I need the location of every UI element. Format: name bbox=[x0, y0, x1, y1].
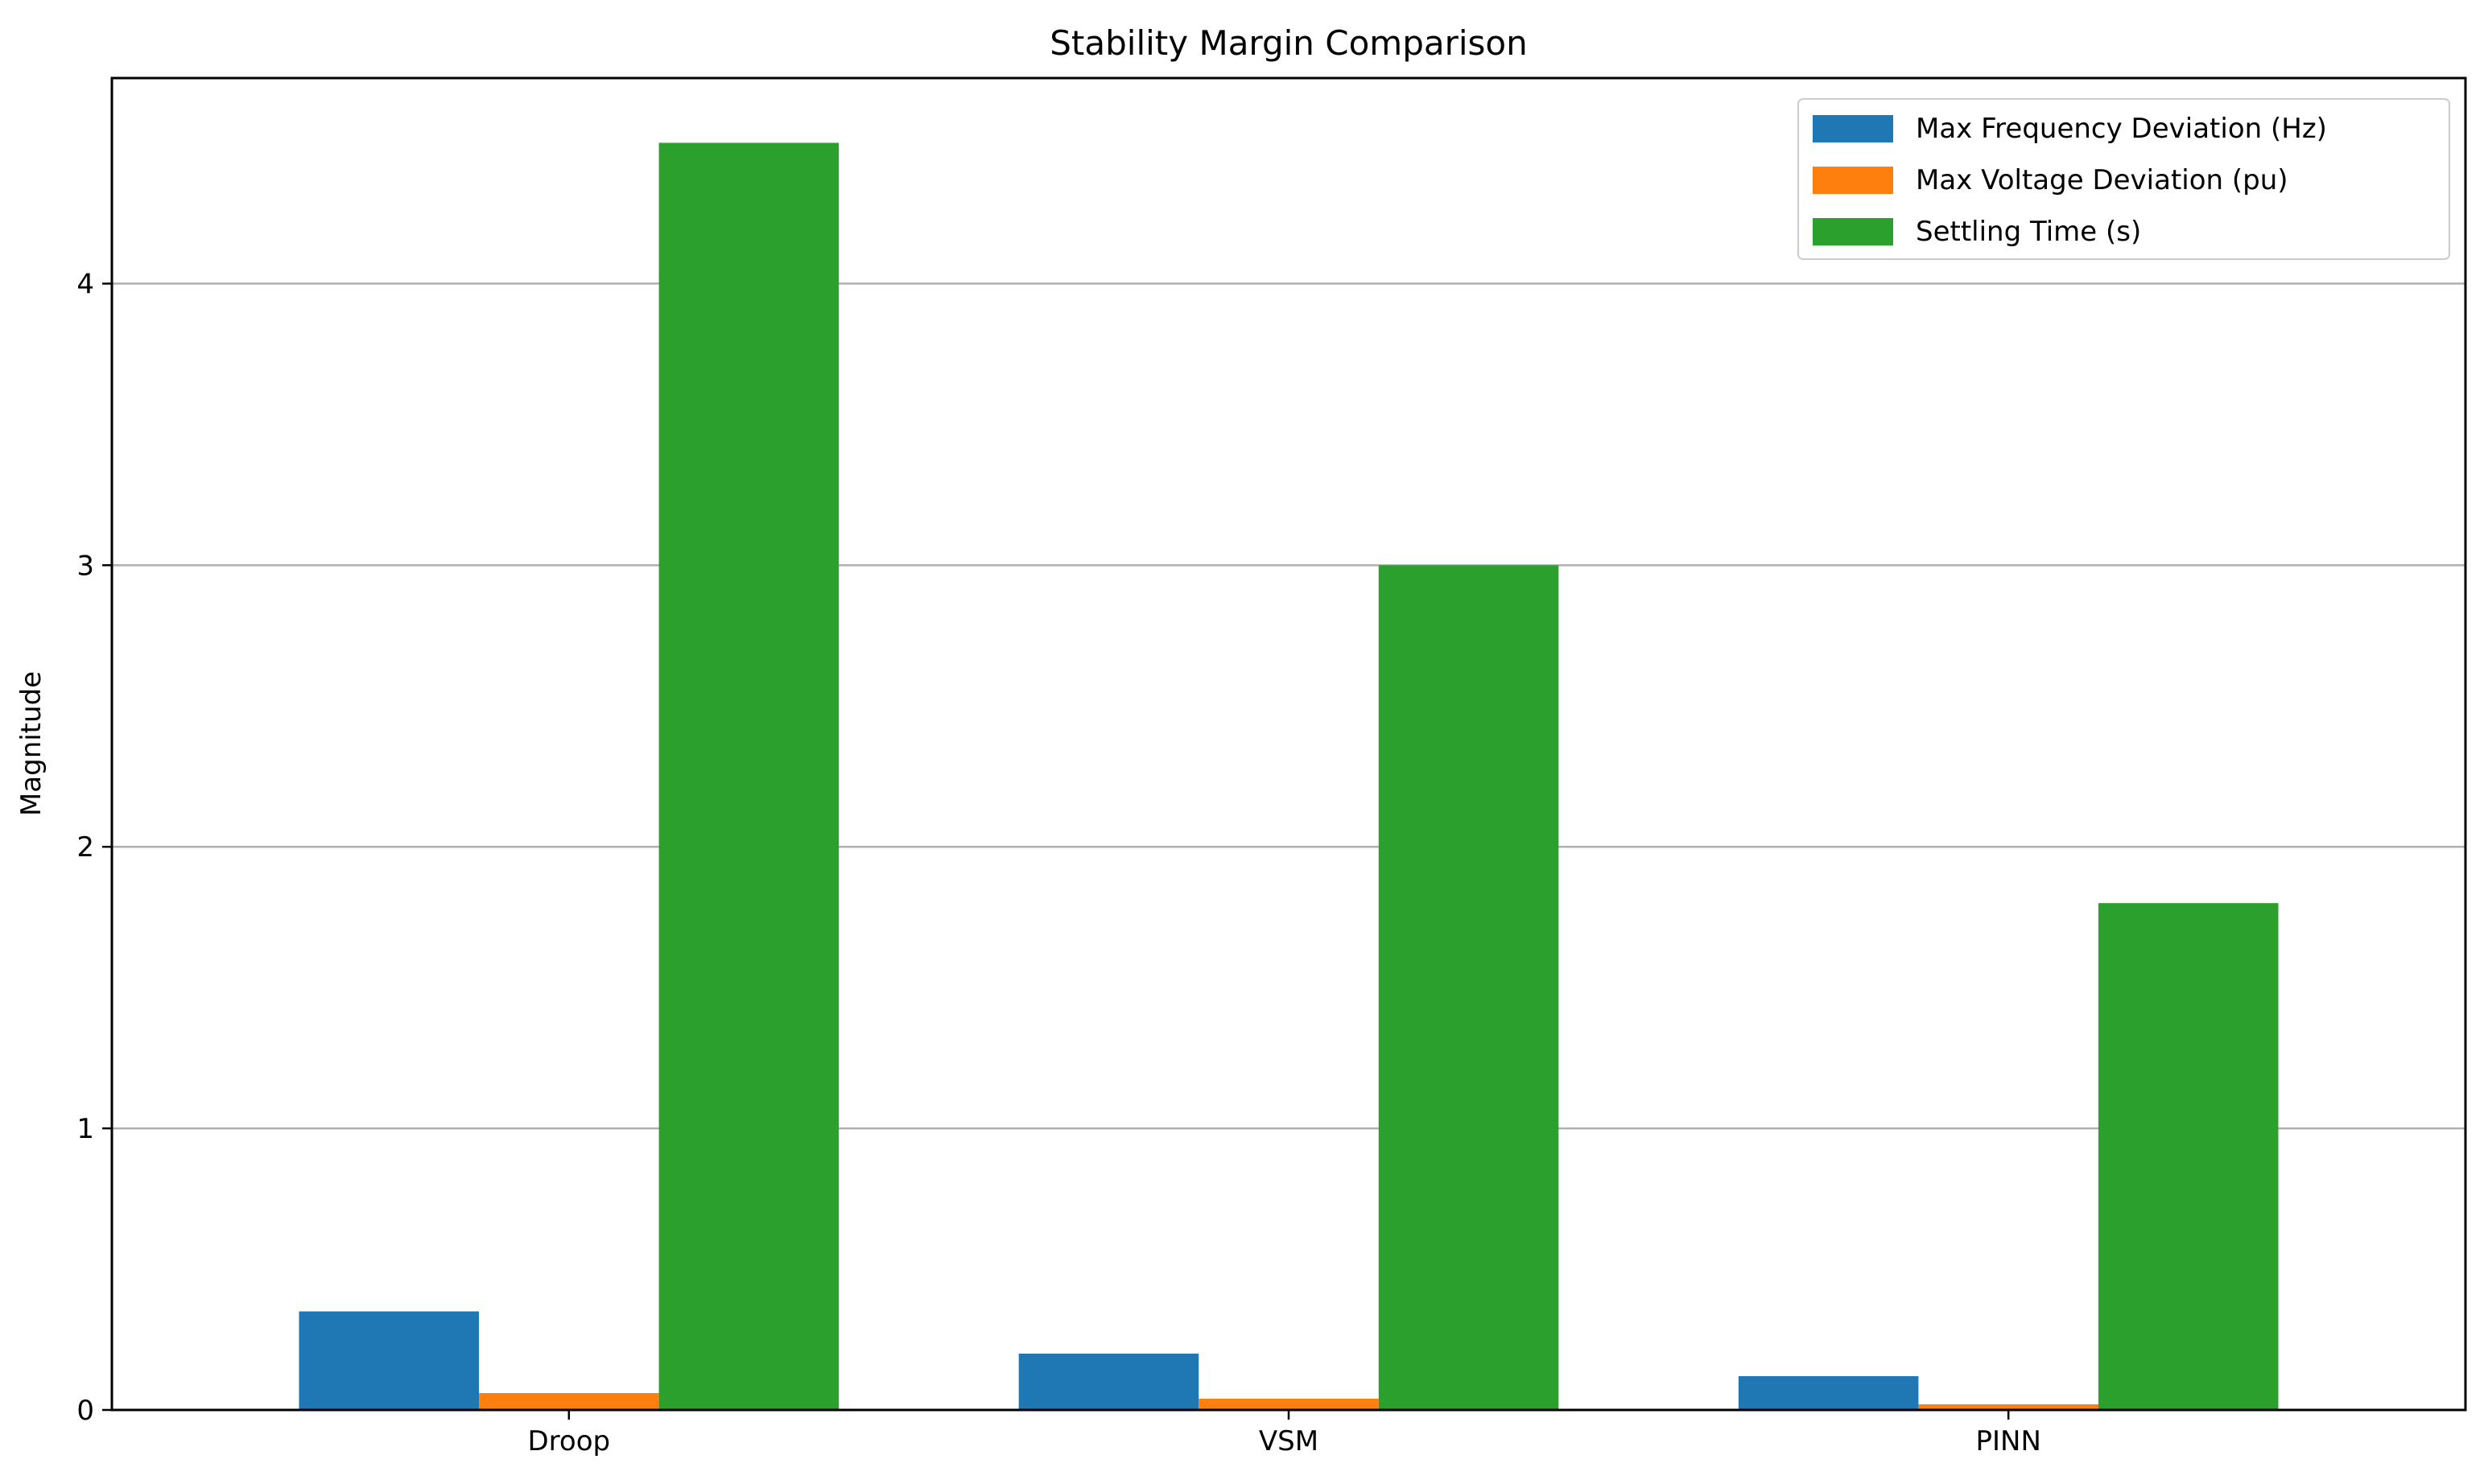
legend: Max Frequency Deviation (Hz) Max Voltage … bbox=[1797, 98, 2450, 260]
x-tick-label: Droop bbox=[528, 1425, 611, 1457]
y-tick-label: 4 bbox=[76, 268, 94, 300]
x-tick-label: PINN bbox=[1975, 1425, 2040, 1457]
legend-box bbox=[1797, 98, 2450, 260]
y-tick-label: 2 bbox=[76, 831, 94, 864]
legend-label: Settling Time (s) bbox=[1916, 216, 2141, 248]
bar-pinn-series-1 bbox=[1738, 1376, 1919, 1410]
y-axis: 0 1 2 3 4 bbox=[76, 268, 112, 1427]
x-axis: Droop VSM PINN bbox=[528, 1410, 2041, 1457]
bar-vsm-series-3 bbox=[1378, 565, 1559, 1410]
bar-vsm-series-1 bbox=[1018, 1354, 1199, 1410]
chart-title: Stability Margin Comparison bbox=[1050, 23, 1527, 63]
legend-swatch-1 bbox=[1813, 115, 1893, 142]
x-tick-label: VSM bbox=[1259, 1425, 1318, 1457]
legend-swatch-3 bbox=[1813, 218, 1893, 245]
legend-label: Max Voltage Deviation (pu) bbox=[1916, 164, 2288, 196]
legend-label: Max Frequency Deviation (Hz) bbox=[1916, 113, 2327, 145]
bar-pinn-series-2 bbox=[1918, 1404, 2098, 1410]
y-tick-label: 3 bbox=[76, 550, 94, 582]
bars bbox=[299, 142, 2279, 1410]
y-tick-label: 1 bbox=[76, 1113, 94, 1145]
bar-vsm-series-2 bbox=[1199, 1399, 1379, 1410]
bar-droop-series-2 bbox=[479, 1393, 659, 1410]
bar-pinn-series-3 bbox=[2098, 903, 2279, 1410]
legend-swatch-2 bbox=[1813, 167, 1893, 194]
bar-droop-series-3 bbox=[658, 142, 840, 1410]
y-axis-label: Magnitude bbox=[15, 671, 47, 816]
y-tick-label: 0 bbox=[76, 1395, 94, 1427]
gridlines bbox=[112, 282, 2465, 1130]
bar-droop-series-1 bbox=[299, 1311, 480, 1410]
